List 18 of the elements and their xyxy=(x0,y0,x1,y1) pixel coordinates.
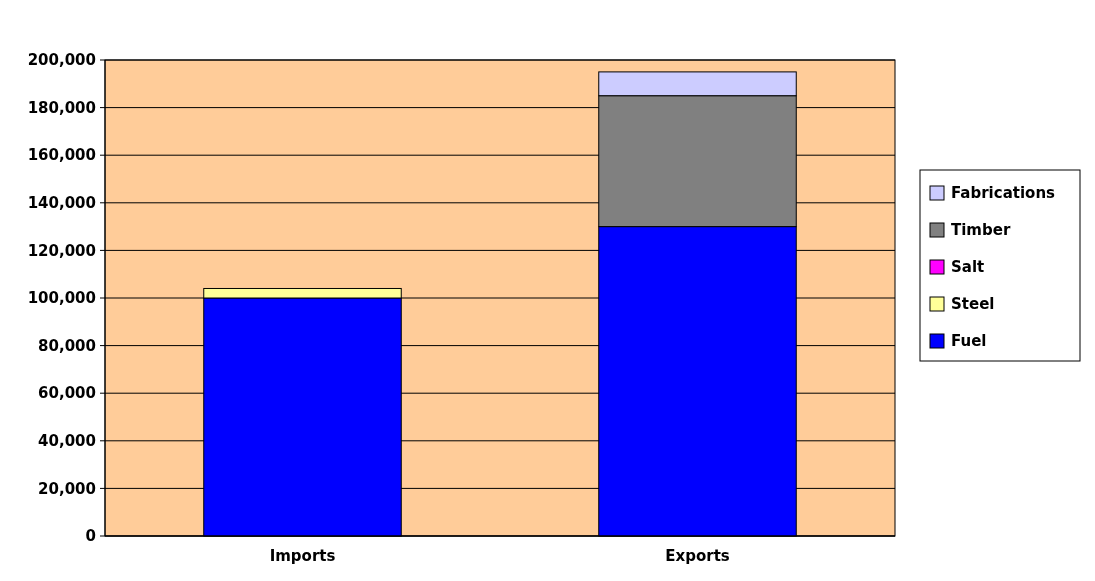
y-tick-label: 140,000 xyxy=(27,194,96,213)
x-tick-label: Imports xyxy=(269,547,336,565)
y-tick-label: 60,000 xyxy=(38,384,96,403)
y-tick-label: 200,000 xyxy=(27,51,96,70)
legend-label: Fabrications xyxy=(951,184,1056,203)
y-tick-label: 40,000 xyxy=(38,432,96,451)
y-tick-label: 100,000 xyxy=(27,289,96,308)
legend-label: Timber xyxy=(951,221,1011,240)
y-tick-label: 180,000 xyxy=(27,98,96,117)
y-tick-label: 0 xyxy=(85,527,96,546)
y-tick-label: 160,000 xyxy=(27,146,96,165)
y-tick-label: 20,000 xyxy=(38,479,96,498)
y-tick-label: 120,000 xyxy=(27,241,96,260)
legend-label: Fuel xyxy=(951,332,987,351)
y-tick-label: 80,000 xyxy=(38,336,96,355)
x-tick-label: Exports xyxy=(665,547,730,565)
legend-label: Steel xyxy=(951,295,995,314)
legend-label: Salt xyxy=(951,258,985,277)
